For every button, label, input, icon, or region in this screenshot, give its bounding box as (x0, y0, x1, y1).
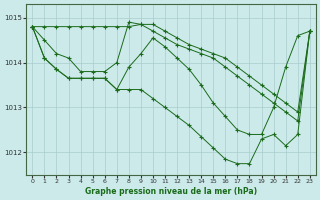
X-axis label: Graphe pression niveau de la mer (hPa): Graphe pression niveau de la mer (hPa) (85, 187, 257, 196)
